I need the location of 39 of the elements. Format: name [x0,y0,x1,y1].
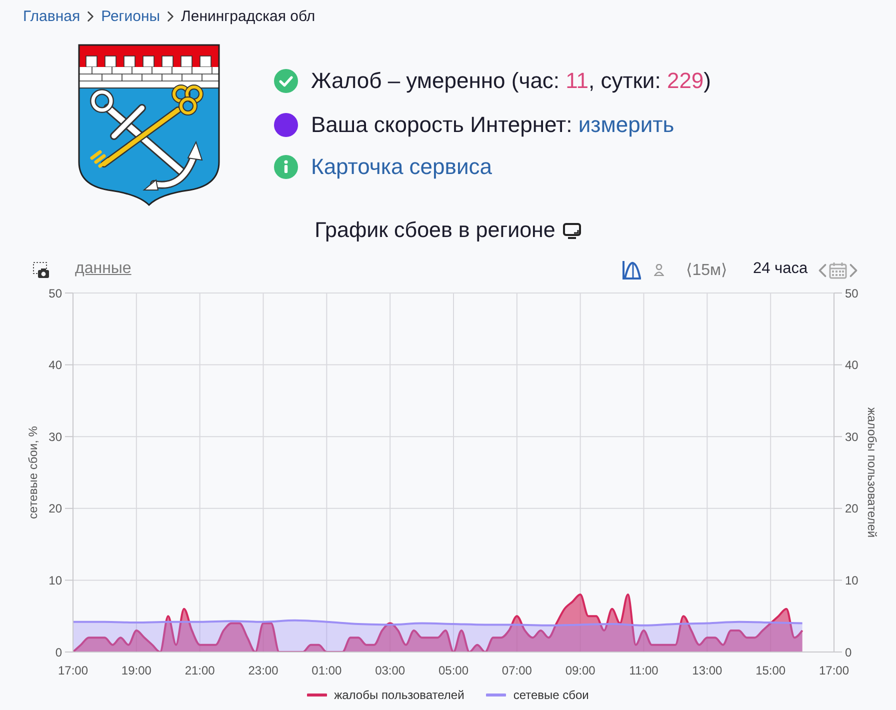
y-tick-label: 20 [48,502,62,516]
text: данные [75,260,132,278]
text: Ленинградская обл [181,8,316,25]
y2-tick-label: 10 [845,573,859,588]
y-tick-label: 40 [48,358,62,372]
text: Регионы [101,8,160,25]
y-tick-label: 0 [55,645,62,660]
legend-label: сетевые сбои [513,688,589,702]
y2-tick-label: 0 [845,645,852,660]
x-tick-label: 07:00 [502,664,532,678]
y-tick-label: 30 [48,430,62,444]
text: 24 часа [753,260,808,278]
x-tick-label: 23:00 [248,664,279,678]
x-tick-label: 05:00 [438,664,469,678]
legend-label: жалобы пользователей [334,688,464,702]
y-axis-title: сетевые сбои, % [26,426,40,519]
text: Карточка сервиса [311,154,492,180]
text: Жалоб – умеренно (час: 11, сутки: 229) [311,68,711,93]
x-tick-label: 13:00 [692,664,723,678]
y-tick-label: 50 [48,286,62,300]
x-tick-label: 21:00 [184,664,216,678]
x-tick-label: 19:00 [121,664,152,678]
x-tick-label: 17:00 [818,664,850,678]
y2-tick-label: 30 [845,430,859,444]
x-tick-label: 17:00 [58,664,88,678]
y2-tick-label: 50 [845,286,859,300]
y2-axis-title: жалобы пользователей [865,407,879,538]
x-tick-label: 01:00 [312,664,342,678]
y2-tick-label: 40 [845,358,859,372]
x-tick-label: 11:00 [629,664,659,678]
x-tick-label: 03:00 [375,664,406,678]
text: Главная [23,8,80,25]
y2-tick-label: 20 [845,502,859,516]
text: ⟨15м⟩ [686,261,728,280]
x-tick-label: 09:00 [565,664,596,678]
x-tick-label: 15:00 [756,664,786,678]
y-tick-label: 10 [48,573,62,588]
chart-title: График сбоев в регионе [314,218,556,243]
text: Ваша скорость Интернет: измерить [311,112,674,137]
